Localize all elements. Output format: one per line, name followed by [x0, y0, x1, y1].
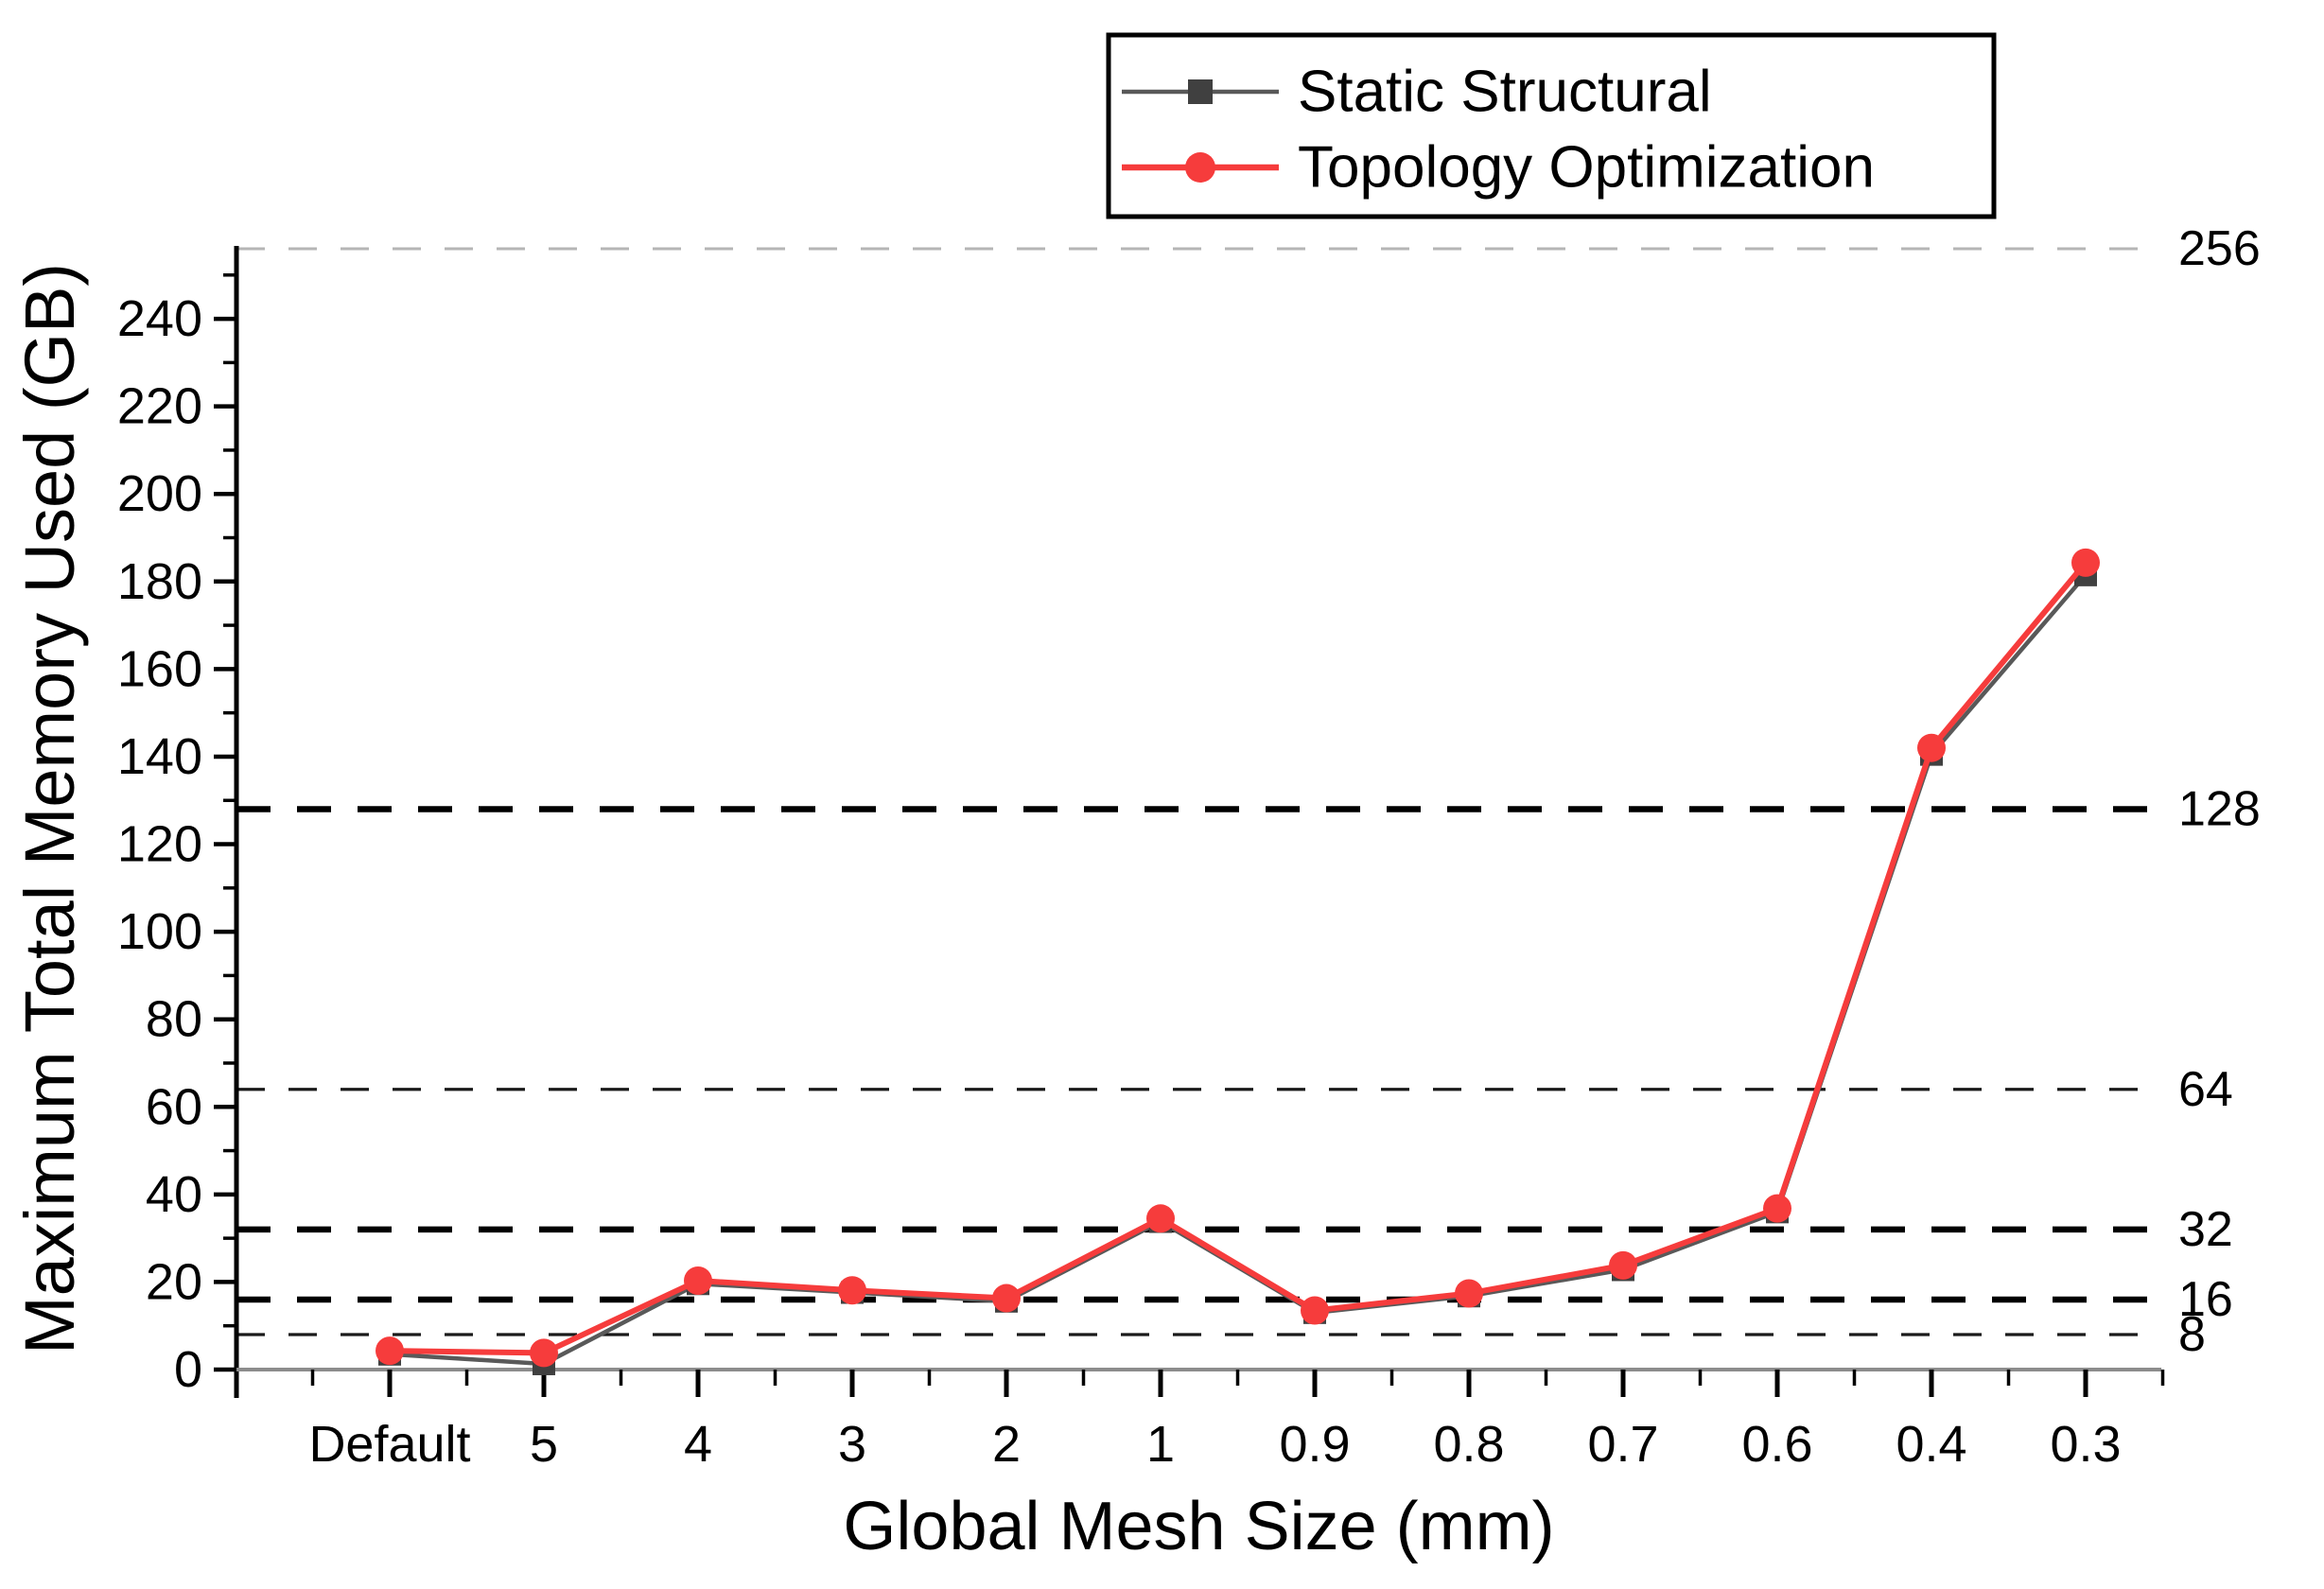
x-tick-label: 0.9	[1279, 1416, 1350, 1473]
data-point-circle	[2071, 548, 2100, 577]
legend-circle-marker	[1185, 152, 1215, 183]
data-point-circle	[992, 1283, 1021, 1313]
reference-line-label: 128	[2178, 782, 2261, 837]
legend-square-marker	[1188, 79, 1213, 104]
x-tick-label: Default	[308, 1416, 470, 1473]
y-tick-label: 200	[117, 465, 202, 522]
y-tick-label: 220	[117, 378, 202, 435]
data-point-circle	[1146, 1204, 1175, 1233]
y-tick-label: 0	[174, 1341, 202, 1398]
x-tick-label: 2	[992, 1416, 1021, 1473]
x-tick-label: 0.8	[1433, 1416, 1504, 1473]
x-tick-label: 1	[1146, 1416, 1175, 1473]
y-tick-label: 140	[117, 728, 202, 785]
data-point-circle	[376, 1336, 404, 1366]
y-tick-label: 40	[146, 1166, 202, 1223]
y-tick-label: 100	[117, 903, 202, 960]
data-point-circle	[838, 1276, 866, 1305]
data-point-circle	[684, 1266, 712, 1296]
reference-line-label: 64	[2178, 1062, 2233, 1117]
x-tick-label: 4	[684, 1416, 712, 1473]
data-point-circle	[530, 1338, 558, 1368]
x-tick-label: 0.6	[1741, 1416, 1812, 1473]
data-point-circle	[1763, 1194, 1791, 1223]
series-line-topology-optimization	[389, 560, 2088, 1356]
reference-line-label: 256	[2178, 221, 2261, 276]
y-tick-label: 80	[146, 991, 202, 1048]
y-axis-title: Maximum Total Memory Used (GB)	[10, 263, 89, 1354]
data-point-circle	[1609, 1250, 1637, 1280]
legend-box	[1106, 32, 1997, 219]
data-point-circle	[1917, 733, 1946, 762]
reference-line-label: 32	[2178, 1202, 2233, 1257]
y-tick-label: 180	[117, 553, 202, 610]
y-tick-label: 60	[146, 1078, 202, 1135]
series-line-static-structural	[389, 573, 2088, 1367]
y-tick-label: 160	[117, 640, 202, 697]
data-point-circle	[1301, 1296, 1329, 1325]
data-point-circle	[1455, 1279, 1483, 1308]
reference-line-label: 8	[2178, 1307, 2206, 1362]
y-tick-label: 240	[117, 290, 202, 347]
y-tick-label: 120	[117, 816, 202, 873]
legend-item-label: Static Structural	[1298, 60, 1712, 125]
x-tick-label: 0.3	[2050, 1416, 2121, 1473]
x-tick-label: 5	[530, 1416, 558, 1473]
x-tick-label: 0.4	[1896, 1416, 1966, 1473]
reference-line-label: 16	[2178, 1272, 2233, 1327]
x-axis-title: Global Mesh Size (mm)	[843, 1489, 1554, 1564]
x-tick-label: 3	[838, 1416, 866, 1473]
y-tick-label: 20	[146, 1253, 202, 1310]
x-tick-label: 0.7	[1587, 1416, 1658, 1473]
legend-item-label: Topology Optimization	[1298, 135, 1875, 201]
